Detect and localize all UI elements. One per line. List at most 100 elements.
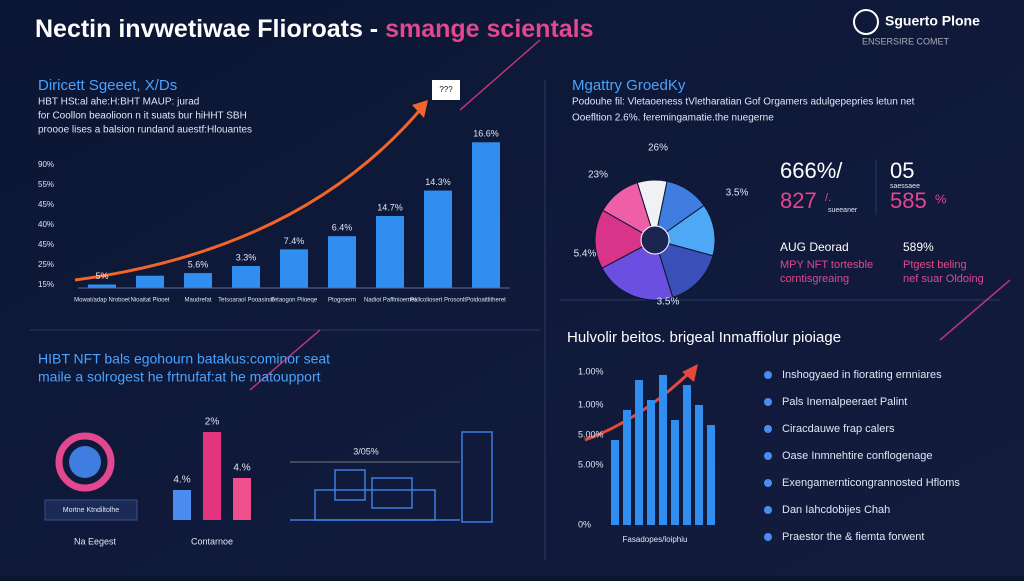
pie-label: 3.5% [657, 297, 680, 308]
bullet [764, 452, 772, 460]
donut-icon [55, 432, 115, 492]
value-label: 3.3% [236, 252, 257, 262]
subtitle: Ooefltion 2.6%. feremingamatie.the nuege… [572, 113, 774, 124]
value-label: 6.4% [332, 223, 353, 233]
stat-sub: saessaee [890, 183, 920, 190]
value-label: 14.7% [377, 202, 403, 212]
bar [424, 190, 452, 288]
y-tick-label: 45% [38, 200, 54, 209]
pie-label: 23% [588, 170, 608, 181]
pie-slice [654, 239, 714, 298]
accent-lines [249, 39, 1011, 391]
bar [280, 249, 308, 288]
x-tick-label: Pallcoliosert Prosonlt [410, 298, 466, 304]
box-label: Mortne Ktndiltolhe [63, 507, 120, 514]
y-tick-label: 0% [578, 519, 591, 529]
x-tick-label: Maudrefat [184, 298, 211, 304]
bar [328, 236, 356, 288]
annotation-box [432, 80, 460, 100]
bar [184, 273, 212, 288]
stat-note: Ptgest beling [903, 259, 967, 271]
bar [635, 380, 643, 525]
bullet [764, 371, 772, 379]
x-tick-label: Nadiot Paffinioemet [364, 298, 417, 304]
logo-icon [853, 9, 879, 35]
stat: 05 [890, 158, 914, 183]
x-tick-label: Tetaogon Piloeqe [271, 298, 318, 304]
value-label: 2% [205, 417, 220, 428]
y-tick-label: 1.00% [578, 399, 604, 409]
x-tick-label: Mowat/adap Nroboet [74, 298, 130, 304]
stat-note: nef suar Oldoing [903, 273, 984, 285]
logo-name: Sguerto Plone [885, 13, 980, 29]
value-label: 16.6% [473, 129, 499, 139]
list-item: Inshogyaed in fiorating ernniares [782, 369, 942, 381]
bullet [764, 479, 772, 487]
list-item: Pals Inemalpeeraet Palint [782, 396, 907, 408]
bar [623, 410, 631, 525]
subtitle: proooe lises a balsion rundand auestf:Hl… [38, 125, 252, 136]
list-item: Praestor the & fiemta forwent [782, 531, 924, 543]
value-label: 5% [95, 271, 108, 281]
y-tick-label: 40% [38, 220, 54, 229]
logo-sub: ENSERSIRE COMET [862, 36, 950, 46]
bar [472, 142, 500, 288]
bullet [764, 398, 772, 406]
value-label: 7.4% [284, 236, 305, 246]
chart-title: Hulvolir beitos. brigeal Inmaffiolur pio… [567, 329, 841, 346]
list-item: Oase Inmnehtire conflogenage [782, 450, 932, 462]
bar [659, 375, 667, 525]
subtitle: for Coollon beaolioon n it suats bur hiH… [38, 111, 247, 122]
bar [671, 420, 679, 525]
stat: 589% [903, 240, 934, 254]
y-tick-label: 25% [38, 260, 54, 269]
pie-label: 5.4% [574, 249, 597, 260]
annotation: ??? [439, 85, 453, 94]
arrowhead [412, 100, 428, 118]
y-tick-label: 1.00% [578, 366, 604, 376]
bar [611, 440, 619, 525]
value-label: 14.3% [425, 177, 451, 187]
stat-sub: sueeaner [828, 207, 858, 214]
bullet [764, 506, 772, 514]
title-b: smange scientals [385, 15, 593, 43]
label-box [44, 499, 138, 521]
bar [88, 284, 116, 288]
x-tick-label: Poidoaitlitheret [466, 298, 506, 304]
stat-note: MPY NFT tortesble [780, 259, 873, 271]
y-tick-label: 5.00% [578, 429, 604, 439]
pie-slice [601, 239, 674, 301]
stat-note: corntisgreaing [780, 273, 849, 285]
x-tick-label: Nioaitat Plooet [130, 298, 169, 304]
chart-title: Diricett Sgeeet, X/Ds [38, 77, 177, 94]
pie-slice [602, 182, 656, 242]
bar [695, 405, 703, 525]
trend-arrow [74, 109, 422, 282]
caption: Fasadopes/loiphiu [623, 535, 688, 544]
stat: 585 [890, 188, 927, 213]
list-item: Exengamernticongrannosted Hfloms [782, 477, 960, 489]
pie-label: 3.5% [726, 188, 749, 199]
value-label: 4.% [233, 463, 250, 474]
bar [136, 275, 164, 288]
title-a: Nectin invwetiwae Flioroats - [35, 15, 378, 43]
chart-title: Mgattry GroedKy [572, 77, 686, 94]
bullet [764, 425, 772, 433]
donut-core [69, 446, 101, 478]
x-tick-label: Tetsoaraol Pooasinal [218, 298, 274, 304]
bullet [764, 533, 772, 541]
bar [683, 385, 691, 525]
bar [203, 432, 221, 520]
bar [376, 216, 404, 288]
y-tick-label: 90% [38, 160, 54, 169]
bar [232, 266, 260, 288]
list-item: Ciracdauwe frap calers [782, 423, 895, 435]
stat: 827 [780, 188, 817, 213]
y-tick-label: 45% [38, 240, 54, 249]
y-tick-label: 5.00% [578, 459, 604, 469]
caption: Contarnoe [191, 536, 233, 546]
heading: maile a solrogest he frtnufaf:at he mato… [38, 369, 321, 385]
arrowhead [682, 364, 698, 382]
pie-slice [594, 209, 657, 269]
